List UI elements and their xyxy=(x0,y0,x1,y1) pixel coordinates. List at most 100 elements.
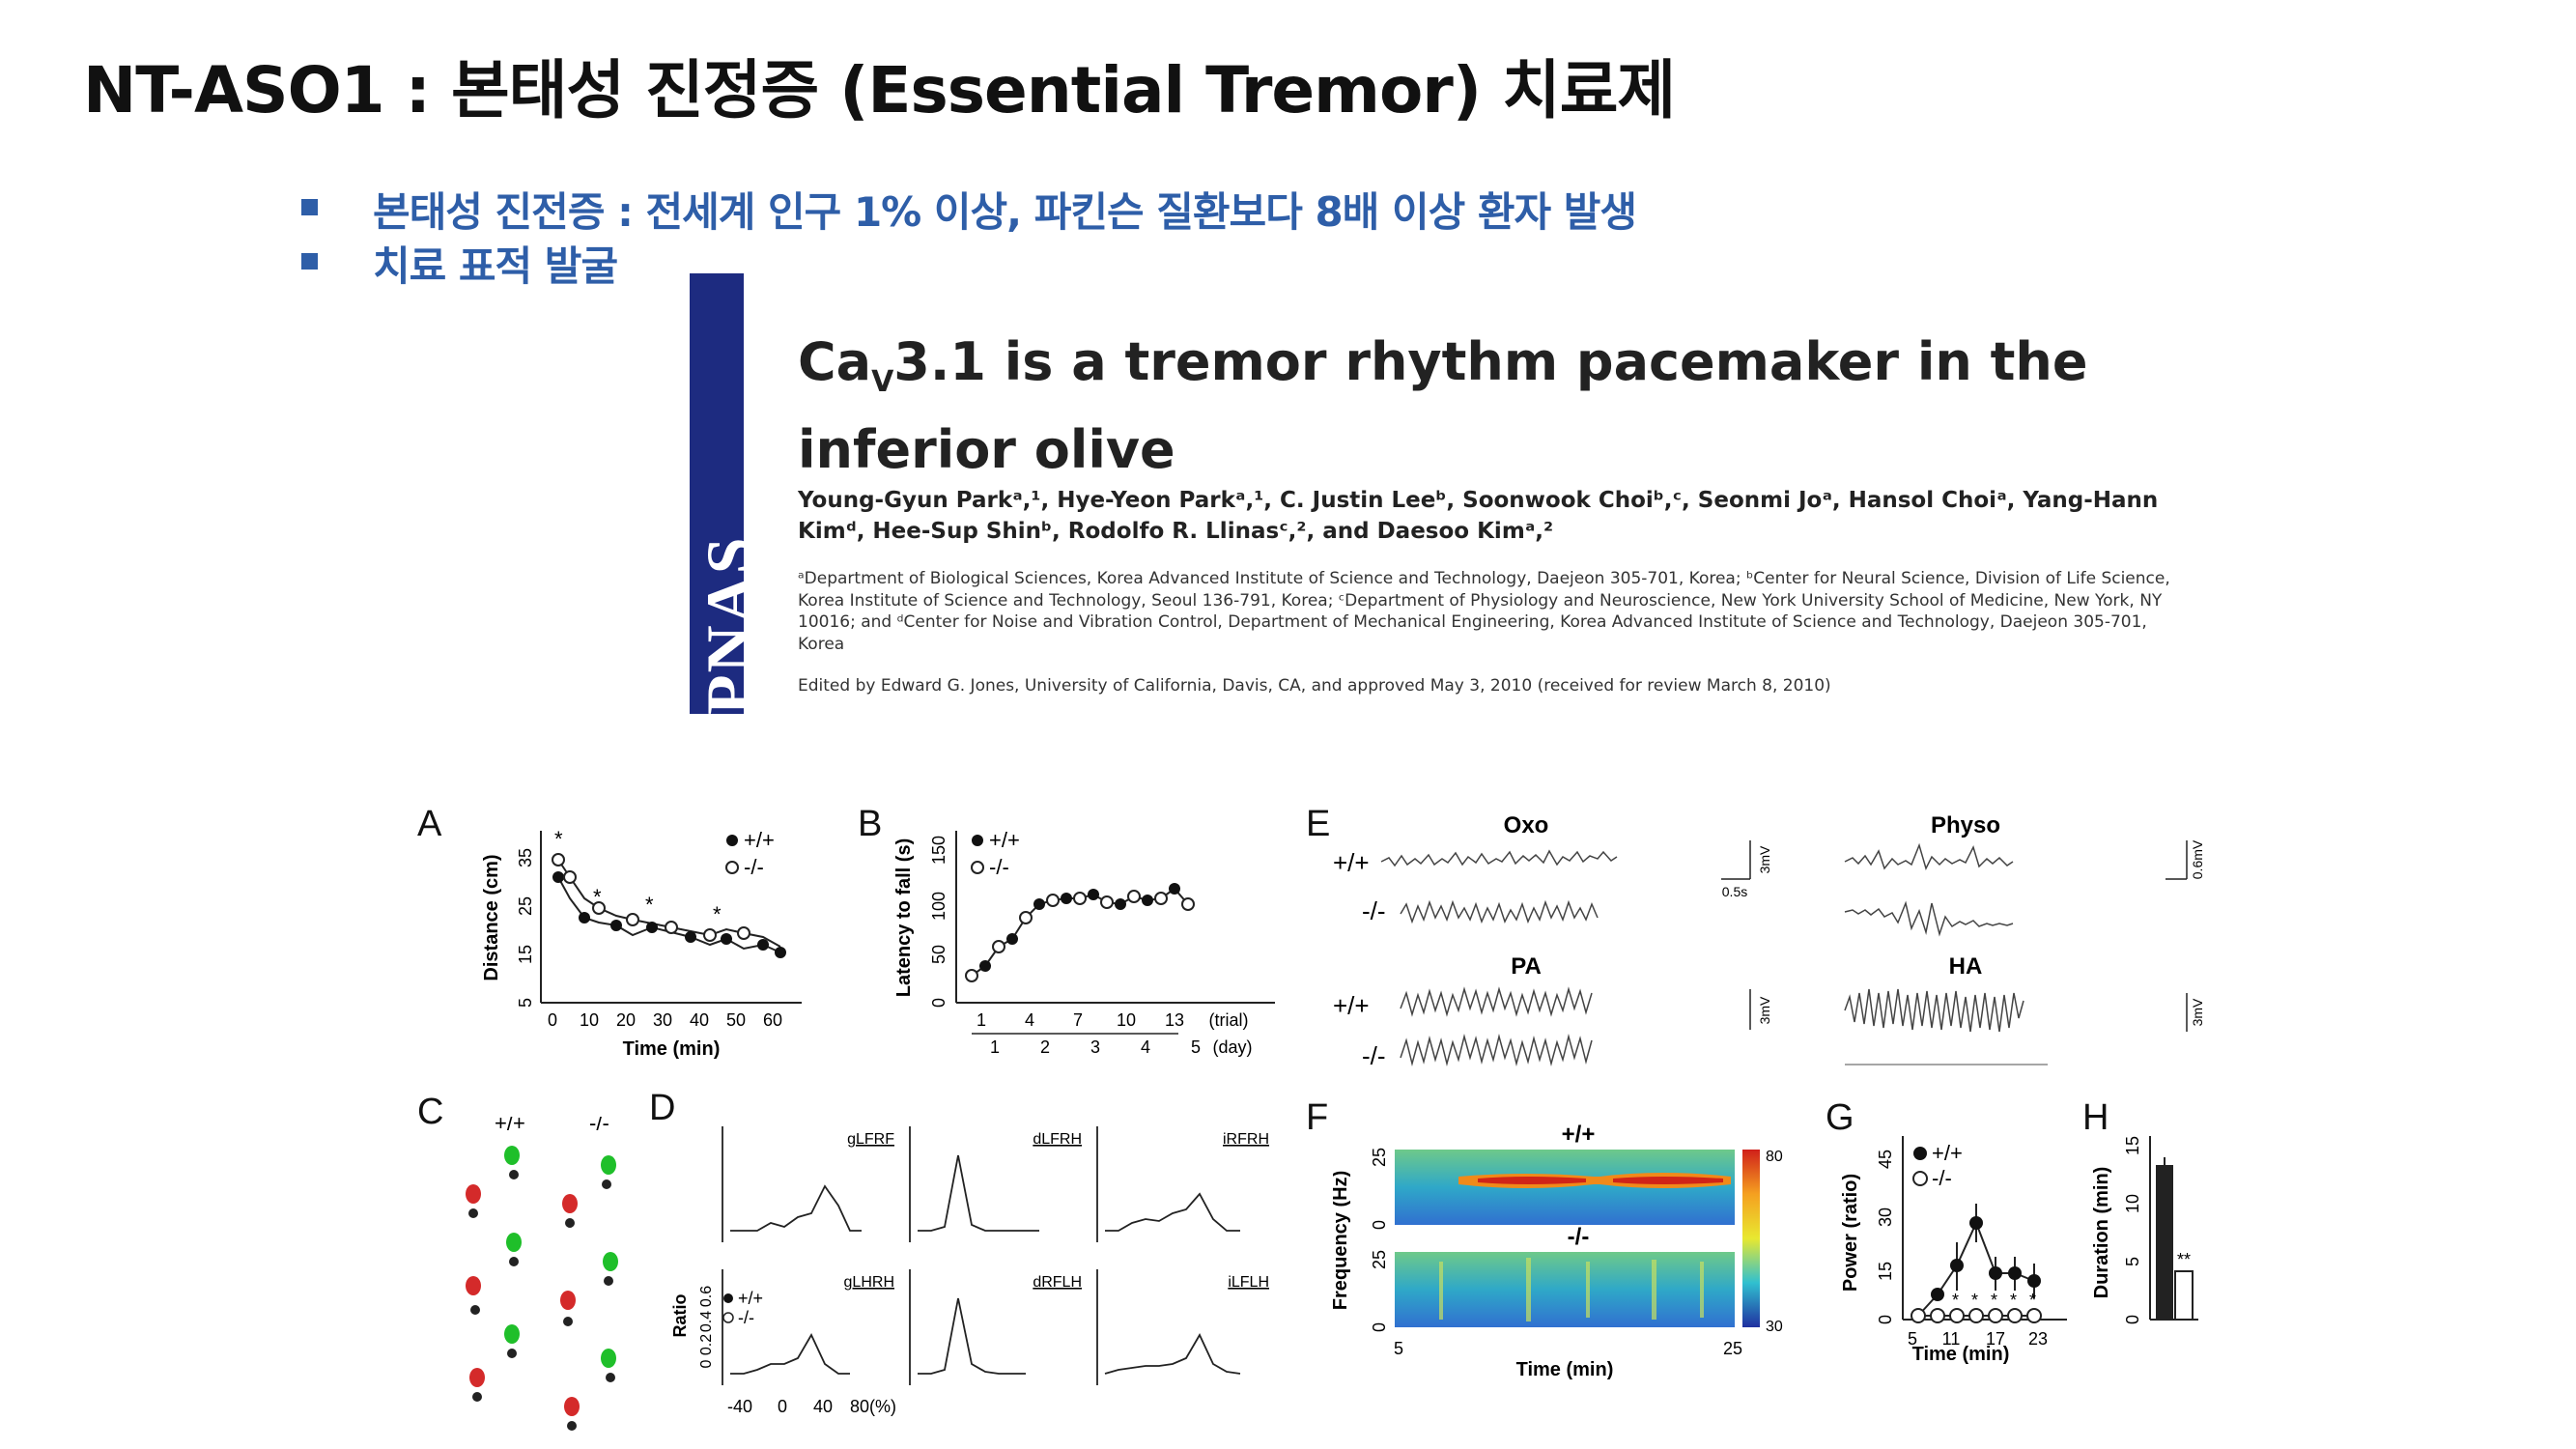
svg-text:25: 25 xyxy=(1370,1148,1389,1167)
panel-a-xtick: 60 xyxy=(763,1010,782,1030)
pnas-logo-bar xyxy=(690,273,744,714)
panel-g-ylabel: Power (ratio) xyxy=(1840,1174,1861,1292)
svg-text:Oxo: Oxo xyxy=(1504,812,1549,838)
svg-text:80: 80 xyxy=(1766,1149,1783,1165)
panel-a-xtick: 0 xyxy=(548,1010,557,1030)
panel-label-d: D xyxy=(649,1088,676,1128)
svg-text:0.5s: 0.5s xyxy=(1722,884,1747,899)
svg-text:*: * xyxy=(1991,1291,1997,1310)
svg-text:10: 10 xyxy=(2123,1194,2142,1213)
svg-text:17: 17 xyxy=(1986,1329,2005,1349)
svg-text:-/-: -/- xyxy=(1568,1224,1590,1250)
svg-text:*: * xyxy=(2029,1291,2036,1310)
panel-d-histograms: Ratio 0 0.2 0.4 0.6 -40 0 40 80(%) gLFRF… xyxy=(670,1126,1269,1416)
panel-label-g: G xyxy=(1826,1097,1854,1138)
svg-text:*: * xyxy=(713,902,722,926)
svg-text:iLFLH: iLFLH xyxy=(1228,1274,1269,1291)
panel-c-footprints: +/+ -/- xyxy=(466,1117,618,1431)
panel-b-plot: Latency to fall (s) 0 50 100 150 1 4 7 1… xyxy=(893,828,1275,1057)
svg-text:*: * xyxy=(1952,1291,1959,1310)
svg-text:iRFRH: iRFRH xyxy=(1223,1131,1269,1148)
svg-text:+/+: +/+ xyxy=(1562,1122,1596,1148)
svg-text:30: 30 xyxy=(1766,1319,1783,1335)
panel-label-h: H xyxy=(2082,1097,2109,1138)
svg-text:0: 0 xyxy=(778,1397,787,1416)
svg-text:80(%): 80(%) xyxy=(850,1397,896,1416)
svg-text:15: 15 xyxy=(2123,1136,2142,1155)
panel-a-ylabel: Distance (cm) xyxy=(481,854,502,980)
svg-text:3mV: 3mV xyxy=(2190,998,2202,1026)
svg-text:0: 0 xyxy=(1370,1322,1389,1332)
legend-ko: -/- xyxy=(738,1308,754,1327)
legend-ko: -/- xyxy=(744,855,764,879)
panel-a-xtick: 30 xyxy=(653,1010,672,1030)
panel-h-ylabel: Duration (min) xyxy=(2091,1167,2112,1299)
svg-text:45: 45 xyxy=(1876,1150,1895,1169)
bullet-text: 치료 표적 발굴 xyxy=(373,242,618,290)
panel-b-ylabel: Latency to fall (s) xyxy=(893,838,915,997)
svg-text:+/+: +/+ xyxy=(1333,848,1370,877)
svg-text:dRFLH: dRFLH xyxy=(1033,1274,1082,1291)
legend-wt: +/+ xyxy=(495,1117,525,1135)
panel-b-day-tick: 2 xyxy=(1040,1037,1050,1057)
panel-b-trial-tick: 1 xyxy=(977,1010,986,1030)
svg-text:0: 0 xyxy=(2123,1315,2142,1324)
panel-g-xlabel: Time (min) xyxy=(1912,1344,2010,1365)
legend-ko: -/- xyxy=(589,1117,609,1135)
panel-f-ylabel: Frequency (Hz) xyxy=(1333,1171,1351,1310)
svg-text:3mV: 3mV xyxy=(1757,845,1772,873)
svg-text:0: 0 xyxy=(1370,1220,1389,1230)
svg-text:0.2: 0.2 xyxy=(698,1334,715,1355)
panel-b-trial-tick: 10 xyxy=(1117,1010,1136,1030)
svg-text:*: * xyxy=(2010,1291,2017,1310)
svg-text:0.6: 0.6 xyxy=(698,1286,715,1307)
svg-text:gLFRF: gLFRF xyxy=(847,1131,894,1148)
svg-text:25: 25 xyxy=(1723,1339,1742,1358)
slide-title: NT-ASO1 : 본태성 진정증 (Essential Tremor) 치료제 xyxy=(83,53,1676,128)
svg-text:5: 5 xyxy=(1908,1329,1917,1349)
paper-edited-by: Edited by Edward G. Jones, University of… xyxy=(798,676,1831,696)
panel-a-plot: Distance (cm) Time (min) 5 15 25 35 0 10… xyxy=(481,827,802,1060)
svg-text:*: * xyxy=(593,885,602,909)
svg-text:11: 11 xyxy=(1942,1329,1961,1349)
legend-ko: -/- xyxy=(1932,1166,1952,1190)
svg-text:*: * xyxy=(645,893,654,917)
svg-text:15: 15 xyxy=(1876,1262,1895,1281)
panel-f-spectrogram: +/+ -/- 80 30 Frequency (Hz) 0 25 0 25 5… xyxy=(1333,1122,1783,1380)
legend-wt: +/+ xyxy=(744,828,775,852)
panel-b-day-tick: 5 xyxy=(1191,1037,1201,1057)
panel-a-xtick: 40 xyxy=(690,1010,709,1030)
panel-label-c: C xyxy=(417,1092,444,1132)
panel-h-plot: Duration (min) 0 5 10 15 ** xyxy=(2091,1136,2198,1324)
panel-b-trial-tick: 13 xyxy=(1165,1010,1184,1030)
panel-b-day-unit: (day) xyxy=(1212,1037,1252,1057)
legend-wt: +/+ xyxy=(738,1289,763,1308)
svg-text:dLFRH: dLFRH xyxy=(1033,1131,1082,1148)
svg-text:**: ** xyxy=(2177,1250,2191,1269)
panel-label-b: B xyxy=(858,804,883,844)
svg-text:30: 30 xyxy=(1876,1208,1895,1227)
panel-b-ytick: 0 xyxy=(929,998,948,1008)
legend-wt: +/+ xyxy=(1932,1141,1963,1165)
svg-text:-/-: -/- xyxy=(1362,896,1386,925)
svg-text:0: 0 xyxy=(1876,1315,1895,1324)
panel-b-ytick: 100 xyxy=(929,892,948,921)
pnas-logo: PNAS xyxy=(693,535,766,715)
panel-b-day-tick: 3 xyxy=(1090,1037,1100,1057)
paper-figure: A B C D E F G H Distance (cm) Time (min)… xyxy=(406,792,2202,1435)
svg-text:40: 40 xyxy=(813,1397,833,1416)
svg-text:*: * xyxy=(1971,1291,1978,1310)
panel-d-ylabel: Ratio xyxy=(670,1293,690,1337)
svg-text:*: * xyxy=(554,827,563,851)
panel-a-xtick: 10 xyxy=(580,1010,599,1030)
panel-b-ytick: 50 xyxy=(929,945,948,964)
panel-b-trial-unit: (trial) xyxy=(1209,1010,1249,1030)
svg-text:3mV: 3mV xyxy=(1757,996,1772,1024)
panel-a-xtick: 50 xyxy=(726,1010,746,1030)
svg-text:5: 5 xyxy=(1394,1339,1403,1358)
legend-wt: +/+ xyxy=(989,828,1020,852)
panel-a-xlabel: Time (min) xyxy=(623,1038,721,1060)
svg-text:-40: -40 xyxy=(727,1397,752,1416)
svg-text:Physo: Physo xyxy=(1931,812,2000,838)
square-bullet-icon xyxy=(301,199,318,215)
